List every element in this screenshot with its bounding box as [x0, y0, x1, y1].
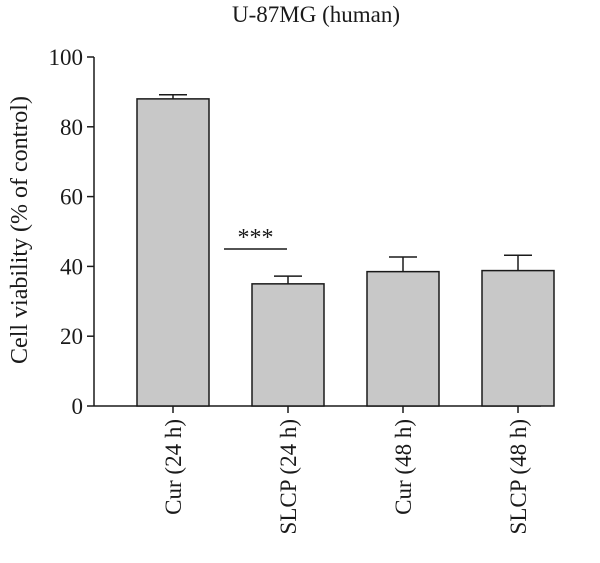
- bar: [366, 270, 440, 407]
- x-tick-label: SLCP (48 h): [506, 419, 531, 534]
- bars: [136, 93, 555, 407]
- x-tick-label: Cur (24 h): [161, 419, 186, 515]
- y-tick-label: 0: [72, 394, 84, 419]
- x-ticks: Cur (24 h) SLCP (24 h) Cur (48 h) SLCP (48 …: [161, 406, 531, 534]
- x-tick-label: SLCP (24 h): [276, 419, 301, 534]
- y-tick-label: 80: [60, 115, 83, 140]
- y-tick-label: 100: [49, 45, 84, 70]
- y-axis-label: Cell viability (% of control): [7, 96, 33, 364]
- y-tick-label: 40: [60, 254, 83, 279]
- y-tick-label: 60: [60, 185, 83, 210]
- bar: [136, 98, 210, 407]
- significance-label: ***: [238, 225, 274, 251]
- annotation-layer: ***: [224, 225, 287, 251]
- x-tick-label: Cur (48 h): [391, 419, 416, 515]
- y-ticks: 0 20 40 60 80 100: [49, 45, 94, 419]
- chart-title: U-87MG (human): [232, 2, 400, 27]
- bar: [251, 283, 325, 407]
- y-tick-label: 20: [60, 324, 83, 349]
- bar: [481, 269, 555, 407]
